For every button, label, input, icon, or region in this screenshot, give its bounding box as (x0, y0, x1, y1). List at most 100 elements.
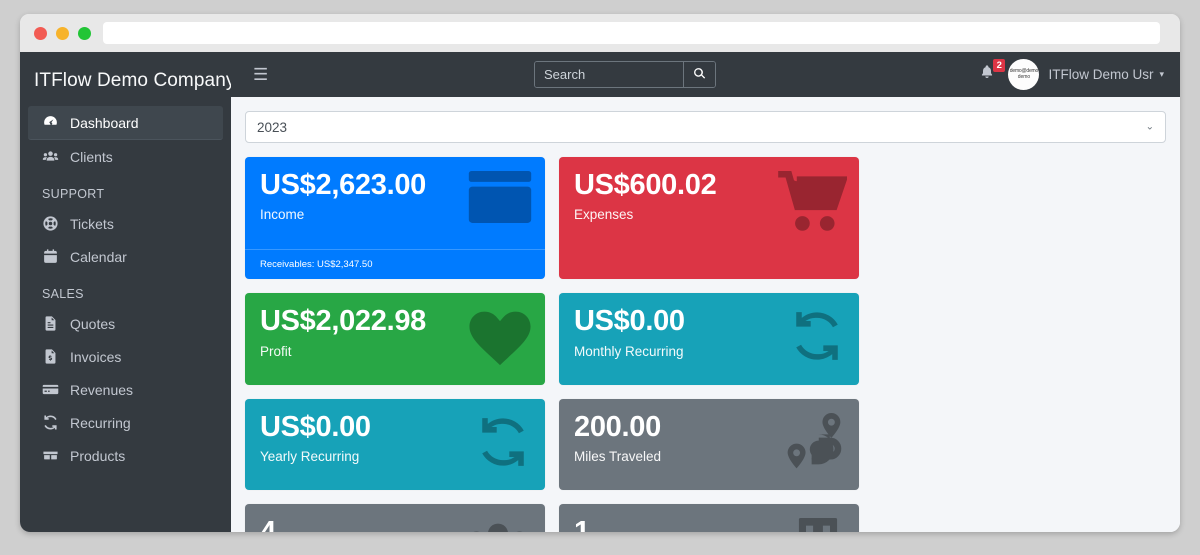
search-button[interactable] (683, 62, 715, 87)
chevron-down-icon: ▾ (1159, 69, 1164, 79)
minimize-window-button[interactable] (56, 26, 69, 40)
stat-card-label: Monthly Recurring (574, 343, 684, 359)
stat-card-miles-traveled[interactable]: 200.00 Miles Traveled (559, 398, 859, 490)
topnav-right-group: 2 demo@demo demo ITFlow Demo Usr ▾ (979, 59, 1164, 90)
stat-card-monthly-recurring[interactable]: US$0.00 Monthly Recurring (559, 293, 859, 385)
stat-card-profit[interactable]: US$2,022.98 Profit (245, 293, 545, 385)
avatar-line-2: demo (1017, 73, 1031, 80)
search-group (534, 61, 716, 88)
stat-card-new-clients[interactable]: 4 New Clients (245, 503, 545, 532)
sync-icon (787, 307, 847, 370)
search-icon (693, 67, 706, 83)
stat-card-value: 1 (574, 515, 590, 532)
building-icon (789, 517, 847, 532)
credit-card-icon (42, 381, 59, 398)
sidebar-item-recurring[interactable]: Recurring (28, 406, 223, 439)
top-navbar: ☰ 2 (231, 52, 1180, 97)
stat-card-new-vendors[interactable]: 1 New Vendors (559, 503, 859, 532)
sidebar-item-label: Calendar (70, 248, 127, 265)
sync-icon (473, 413, 533, 476)
file-list-icon (42, 315, 59, 332)
stat-card-label: Yearly Recurring (260, 448, 360, 464)
sidebar-item-label: Revenues (70, 381, 134, 398)
stat-card-value: US$2,623.00 (260, 169, 426, 201)
sidebar-item-tickets[interactable]: Tickets (28, 207, 223, 240)
window-controls (34, 26, 91, 40)
stat-card-value: 4 (260, 515, 276, 532)
stat-card-body: 1 New Vendors (559, 504, 859, 532)
sidebar-item-label: Recurring (70, 414, 131, 431)
stat-card-yearly-recurring[interactable]: US$0.00 Yearly Recurring (245, 398, 545, 490)
sidebar: ITFlow Demo Company Dashboard Clients SU… (20, 52, 231, 532)
sidebar-item-label: Quotes (70, 315, 116, 332)
stat-card-value: US$2,022.98 (260, 305, 426, 338)
search-input[interactable] (535, 62, 683, 87)
stat-card-grid: US$2,623.00 Income Receivables: US$2,347… (245, 157, 1166, 532)
stat-card-label: Income (260, 207, 305, 223)
stat-card-body: 4 New Clients (245, 504, 545, 532)
users-icon (42, 148, 59, 165)
heart-icon (467, 307, 533, 372)
stat-card-body: US$2,623.00 Income (245, 157, 545, 235)
stat-card-label: Profit (260, 343, 292, 359)
sidebar-item-invoices[interactable]: Invoices (28, 340, 223, 373)
chevron-down-icon: ⌄ (1145, 121, 1154, 133)
stat-card-footer: Receivables: US$2,347.50 (245, 249, 545, 279)
bell-icon (979, 64, 995, 85)
sidebar-section-support: SUPPORT (42, 187, 105, 201)
stat-card-label: Miles Traveled (574, 448, 662, 464)
notifications-button[interactable]: 2 (979, 59, 1006, 85)
route-icon (781, 412, 847, 476)
stat-card-value: 200.00 (574, 410, 661, 443)
users-icon (463, 518, 533, 532)
stat-card-body: US$2,022.98 Profit (245, 293, 545, 384)
sync-icon (42, 414, 59, 431)
cart-icon (777, 170, 849, 238)
stat-card-expenses[interactable]: US$600.02 Expenses (559, 157, 859, 280)
stat-card-body: US$600.02 Expenses (559, 157, 859, 248)
stat-card-value: US$0.00 (260, 410, 371, 443)
hamburger-menu-icon[interactable]: ☰ (253, 65, 269, 84)
avatar-line-1: demo@demo (1009, 68, 1039, 75)
sidebar-item-label: Products (70, 447, 126, 464)
sidebar-item-label: Clients (70, 148, 113, 165)
calendar-icon (42, 248, 59, 265)
stat-card-body: US$0.00 Monthly Recurring (559, 293, 859, 384)
user-menu[interactable]: demo@demo demo ITFlow Demo Usr ▾ (1008, 59, 1164, 90)
sidebar-item-label: Invoices (70, 348, 122, 365)
stat-card-body: US$0.00 Yearly Recurring (245, 399, 545, 490)
sidebar-item-products[interactable]: Products (28, 439, 223, 472)
file-dollar-icon (42, 348, 59, 365)
application-root: ITFlow Demo Company Dashboard Clients SU… (20, 52, 1180, 532)
invoice-icon (467, 171, 533, 228)
sidebar-brand[interactable]: ITFlow Demo Company (34, 70, 231, 91)
dashboard-icon (42, 114, 59, 131)
sidebar-item-clients[interactable]: Clients (28, 140, 223, 173)
sidebar-section-sales: SALES (42, 287, 84, 301)
year-filter-select[interactable]: 2023 ⌄ (245, 111, 1166, 143)
user-name-label: ITFlow Demo Usr (1048, 67, 1154, 82)
close-window-button[interactable] (34, 26, 47, 40)
sidebar-item-revenues[interactable]: Revenues (28, 373, 223, 406)
box-icon (42, 447, 59, 464)
sidebar-item-label: Tickets (70, 215, 114, 232)
notification-badge: 2 (993, 59, 1006, 72)
sidebar-item-calendar[interactable]: Calendar (28, 240, 223, 273)
browser-titlebar (20, 14, 1180, 52)
url-bar[interactable] (103, 22, 1160, 44)
stat-card-label: Expenses (574, 207, 634, 223)
maximize-window-button[interactable] (78, 26, 91, 40)
lifering-icon (42, 215, 59, 232)
sidebar-item-quotes[interactable]: Quotes (28, 307, 223, 340)
stat-card-value: US$0.00 (574, 305, 685, 338)
stat-card-value: US$600.02 (574, 169, 717, 201)
dashboard-content: 2023 ⌄ US$2,623.00 Income Receivables: U… (231, 97, 1180, 532)
sidebar-item-dashboard[interactable]: Dashboard (28, 106, 223, 140)
avatar: demo@demo demo (1008, 59, 1040, 90)
main-area: ☰ 2 (231, 52, 1180, 532)
stat-card-body: 200.00 Miles Traveled (559, 399, 859, 490)
year-filter-value: 2023 (257, 119, 288, 135)
stat-card-income[interactable]: US$2,623.00 Income Receivables: US$2,347… (245, 157, 545, 280)
sidebar-item-label: Dashboard (70, 114, 139, 131)
browser-window: ITFlow Demo Company Dashboard Clients SU… (20, 14, 1180, 532)
